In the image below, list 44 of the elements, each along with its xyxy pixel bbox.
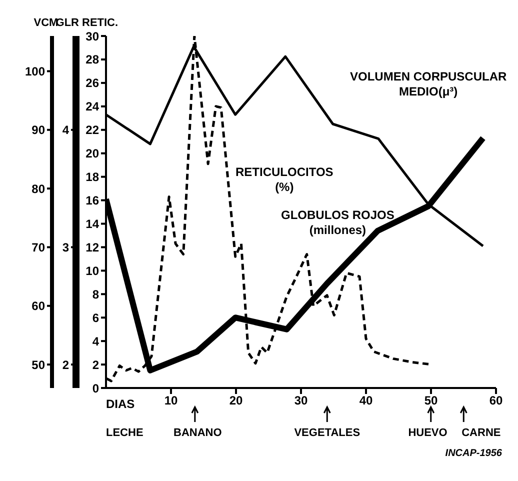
y-tick-label: 22: [86, 123, 100, 138]
y2-tick-label: 3: [62, 240, 70, 254]
y-tick-label: 0: [92, 381, 100, 396]
y-tick-label: 14: [86, 216, 100, 231]
y3-tick-label: 90: [32, 123, 46, 138]
y-tick-label: 4: [92, 334, 100, 348]
x-axis-title: DIAS: [106, 397, 135, 411]
y-tick-label: 2: [92, 358, 100, 372]
x-tick-label: 20: [229, 394, 243, 408]
x-tick-label: 10: [164, 394, 178, 408]
y3-tick-label: 100: [24, 64, 46, 78]
y3-tick-label: 70: [32, 240, 46, 254]
y-tick-label: 8: [92, 287, 100, 302]
text: CARNE: [462, 427, 501, 439]
y3-tick-label: 60: [32, 299, 46, 314]
y-tick-label: 18: [86, 170, 100, 184]
y-tick-label: 10: [86, 264, 100, 278]
y-tick-label: 30: [86, 29, 100, 44]
y3-tick-label: 80: [32, 182, 46, 196]
series-label: RETICULOCITOS (%): [236, 165, 334, 194]
y3-tick-label: 50: [32, 358, 46, 372]
y-tick-label: 26: [86, 76, 100, 90]
text: LECHE: [106, 427, 144, 439]
x-tick-label: 60: [489, 394, 503, 408]
text: VEGETALES: [294, 427, 360, 439]
series-label: GLOBULOS ROJOS (millones): [281, 208, 394, 237]
y2-tick-label: 2: [62, 358, 70, 372]
y-tick-label: 24: [86, 100, 100, 114]
y-tick-label: 6: [92, 310, 100, 325]
x-tick-label: 30: [294, 394, 308, 408]
y-tick-label: 16: [86, 194, 100, 208]
y2-axis-title: GLR: [56, 17, 80, 29]
y-tick-label: 12: [86, 240, 100, 254]
y2-tick-label: 4: [62, 123, 70, 138]
y-tick-label: 20: [86, 146, 100, 161]
y-axis-title: RETIC.: [82, 17, 118, 29]
y-tick-label: 28: [86, 52, 100, 67]
text: INCAP-1956: [445, 448, 502, 459]
x-tick-label: 40: [359, 394, 373, 408]
text: BANANO: [174, 427, 222, 439]
x-tick-label: 50: [424, 394, 438, 408]
y3-axis-title: VCM: [34, 17, 58, 29]
text: HUEVO: [408, 427, 448, 439]
text: VOLUMEN CORPUSCULAR MEDIO(μ³): [350, 70, 508, 99]
